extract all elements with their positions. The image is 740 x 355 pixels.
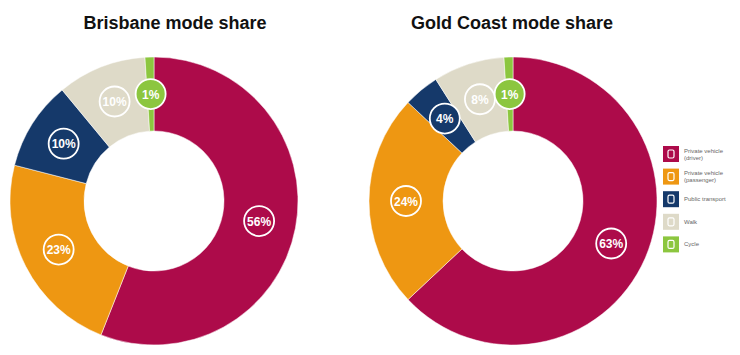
data-label: 24% [394,195,418,209]
legend-icon [668,218,674,226]
data-label: 10% [103,95,127,109]
legend-label: Public transport [684,196,726,202]
chart-title: Gold Coast mode share [411,13,613,33]
legend-label: Private vehicle(driver) [684,148,724,161]
label-badge [44,235,74,265]
legend-label: Walk [684,219,698,225]
label-badge [136,79,166,109]
legend-swatch [663,146,679,162]
donut-slice [408,57,657,345]
legend: Private vehicle(driver) Private vehicle(p… [663,146,726,252]
label-badge [596,228,626,258]
legend-label: Private vehicle(passenger) [684,170,724,183]
data-label: 4% [436,112,454,126]
label-badge [495,79,525,109]
data-label: 56% [247,215,271,229]
label-badge [49,129,79,159]
data-label: 8% [471,93,489,107]
legend-icon [668,195,674,203]
chart-title: Brisbane mode share [83,13,266,33]
donut [10,57,298,345]
chart-canvas: Brisbane mode share 56% 23% 10% 10% 1% Gold Co… [0,0,740,355]
data-label: 23% [47,243,71,257]
legend-icon [668,173,674,181]
data-label: 10% [52,137,76,151]
legend-swatch [663,191,679,207]
legend-label: Cycle [684,241,700,247]
label-badge [430,104,460,134]
legend-swatch [663,214,679,230]
label-badge [465,84,495,114]
legend-icon [668,150,674,158]
legend-icon [668,240,674,248]
label-badge [100,87,130,117]
data-labels: 56% 23% 10% 10% 1% [44,79,274,265]
donut-slice [369,102,462,299]
donut [369,57,657,345]
legend-swatch [663,169,679,185]
data-label: 63% [599,237,623,251]
chart-root: Brisbane mode share 56% 23% 10% 10% 1% Gold Co… [0,0,740,355]
data-label: 1% [501,88,519,102]
legend-swatch [663,236,679,252]
data-label: 1% [142,88,160,102]
data-labels: 63% 24% 4% 8% 1% [391,79,626,258]
label-badge [391,186,421,216]
donut-slice [10,165,128,335]
label-badge [244,206,274,236]
